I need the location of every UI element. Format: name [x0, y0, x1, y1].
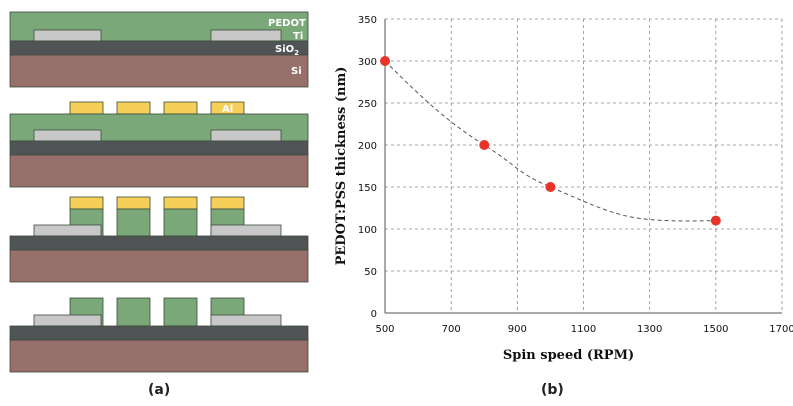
caption-a: (a)	[148, 382, 171, 398]
x-tick-label: 1700	[769, 324, 793, 335]
y-tick-label: 100	[358, 225, 377, 236]
y-tick-label: 150	[358, 183, 377, 194]
caption-b: (b)	[541, 382, 564, 398]
pedot-pillar-2	[116, 208, 151, 237]
label-sio2: SiO2	[275, 44, 299, 57]
data-point	[710, 215, 721, 226]
y-tick-label: 200	[358, 141, 377, 152]
y-tick-label: 50	[364, 267, 377, 278]
x-tick-label: 1500	[703, 324, 728, 335]
y-tick-label: 350	[358, 15, 377, 26]
x-tick-label: 1100	[571, 324, 596, 335]
si-substrate	[9, 54, 309, 88]
si-substrate	[9, 249, 309, 283]
si-substrate	[9, 339, 309, 373]
x-tick-label: 500	[375, 324, 394, 335]
x-axis-label: Spin speed (RPM)	[503, 348, 634, 363]
trendline	[384, 60, 716, 222]
label-si: Si	[291, 66, 302, 77]
process-diagram: PEDOT Ti SiO2 Si Al	[9, 11, 309, 373]
pedot-pillar-2	[116, 297, 151, 327]
x-tick-label: 900	[508, 324, 527, 335]
y-tick-label: 250	[358, 99, 377, 110]
data-point	[479, 140, 490, 150]
y-axis-label: PEDOT:PSS thickness (nm)	[334, 67, 349, 266]
data-point	[545, 182, 556, 192]
y-tick-label: 300	[358, 57, 377, 68]
si-substrate	[9, 154, 309, 188]
label-pedot: PEDOT	[268, 18, 306, 29]
x-tick-label: 700	[442, 324, 461, 335]
y-tick-label: 0	[371, 309, 377, 320]
pedot-pillar-3	[163, 297, 198, 327]
label-ti: Ti	[293, 31, 303, 42]
thickness-chart: 500 700 900 1100 1300 1500 1700 0 50 100 150 200 250…	[334, 15, 793, 363]
data-point	[380, 56, 390, 66]
x-tick-label: 1300	[637, 324, 662, 335]
label-al: Al	[222, 104, 233, 115]
